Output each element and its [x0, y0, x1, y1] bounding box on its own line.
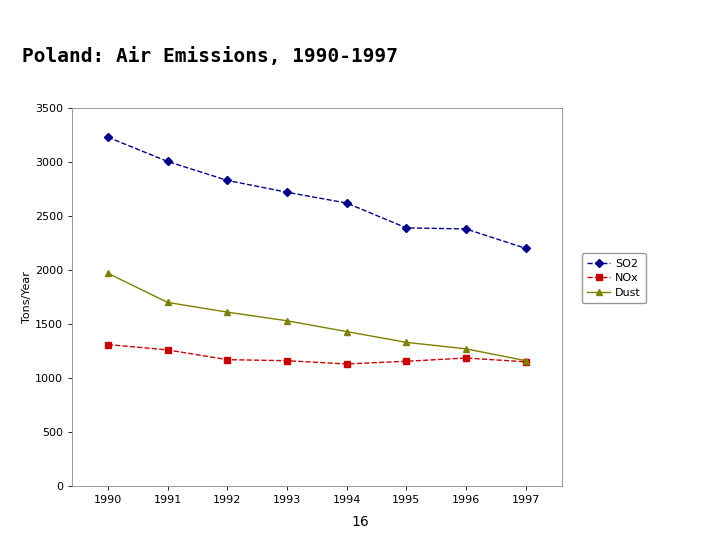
NOx [104, 341, 112, 348]
NOx [342, 361, 351, 367]
Text: 16: 16 [351, 515, 369, 529]
SO2 [521, 245, 530, 252]
Dust [521, 357, 530, 364]
NOx [402, 358, 410, 365]
Y-axis label: Tons/Year: Tons/Year [22, 271, 32, 323]
Dust [163, 299, 172, 306]
Dust [402, 339, 410, 346]
Dust [104, 270, 112, 276]
Line: SO2: SO2 [105, 134, 528, 251]
NOx [163, 347, 172, 353]
Dust [462, 346, 470, 352]
SO2 [163, 158, 172, 165]
Dust [283, 318, 292, 324]
NOx [223, 356, 232, 363]
Line: Dust: Dust [104, 270, 529, 364]
SO2 [104, 134, 112, 140]
NOx [283, 357, 292, 364]
SO2 [283, 189, 292, 195]
NOx [521, 359, 530, 365]
SO2 [342, 200, 351, 206]
NOx [462, 355, 470, 361]
Legend: SO2, NOx, Dust: SO2, NOx, Dust [582, 253, 647, 303]
Line: NOx: NOx [105, 342, 528, 367]
Dust [223, 309, 232, 315]
SO2 [223, 177, 232, 184]
Text: Poland: Air Emissions, 1990-1997: Poland: Air Emissions, 1990-1997 [22, 47, 397, 66]
SO2 [462, 226, 470, 232]
Dust [342, 328, 351, 335]
SO2 [402, 225, 410, 231]
